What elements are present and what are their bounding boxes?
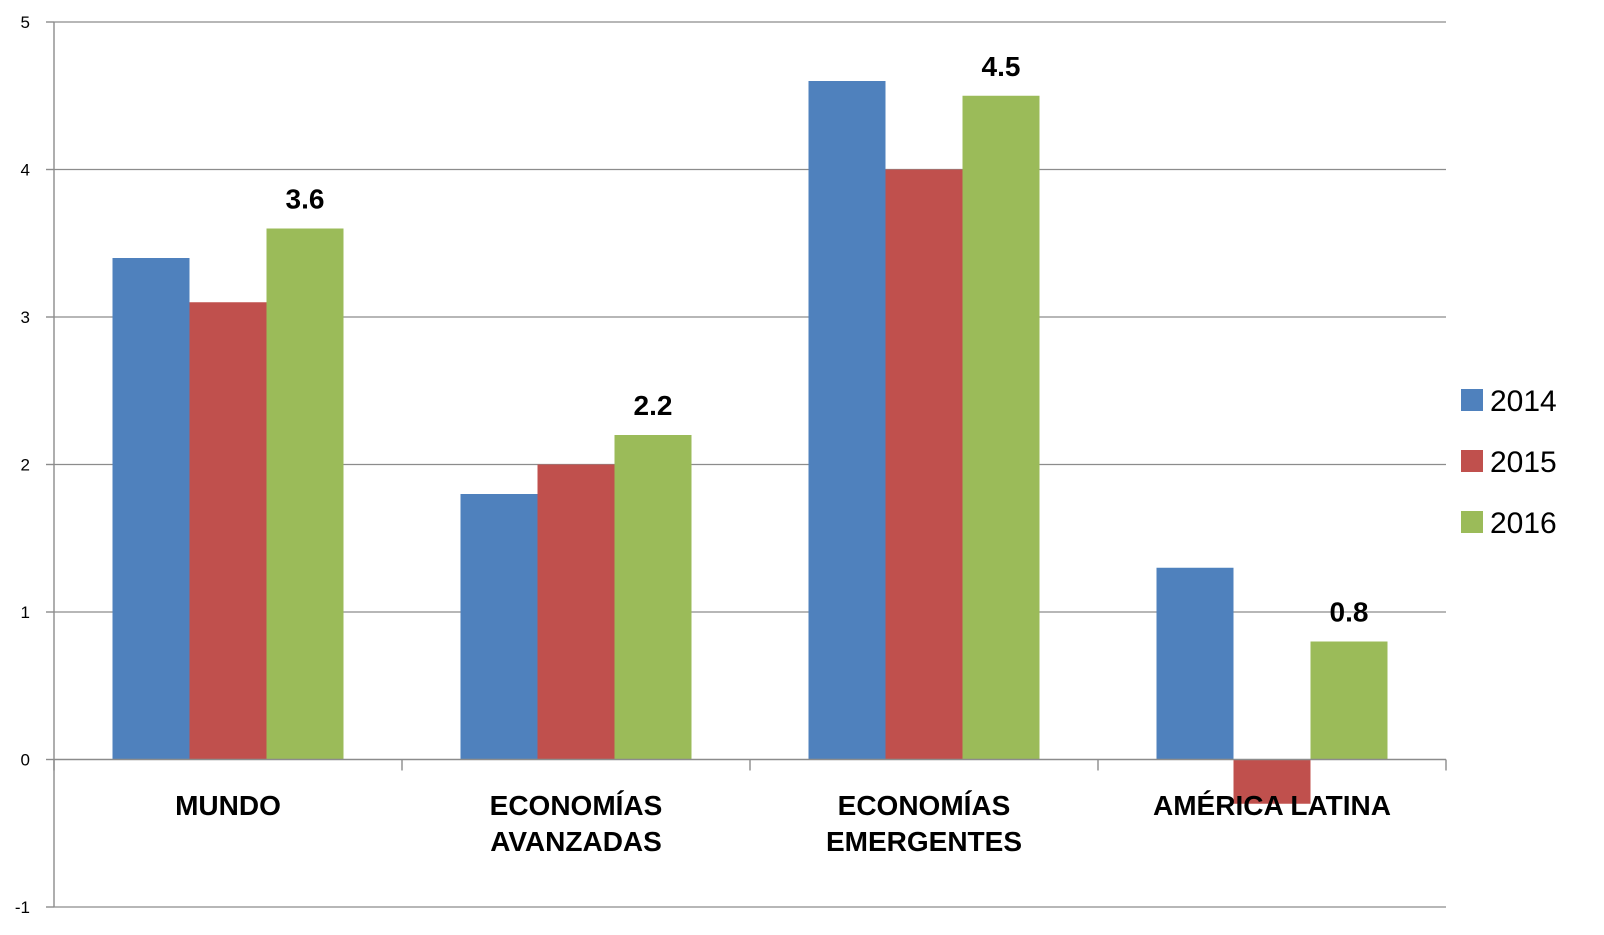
legend-label-2014: 2014	[1490, 385, 1557, 418]
bar-2014-2	[460, 494, 538, 760]
legend-swatch-2014	[1461, 389, 1483, 411]
y-tick-label: 5	[21, 13, 30, 32]
bar-2016-4	[1310, 641, 1388, 760]
data-label: 3.6	[286, 184, 325, 215]
legend-label-2016: 2016	[1490, 507, 1557, 540]
category-label: MUNDO	[175, 790, 281, 821]
category-label: ECONOMÍAS AVANZADAS	[490, 790, 663, 857]
y-tick-label: 2	[21, 456, 30, 475]
bar-2016-2	[614, 435, 692, 760]
y-tick-label: 1	[21, 603, 30, 622]
data-label: 4.5	[982, 51, 1021, 82]
axes	[46, 21, 1447, 908]
data-label: 0.8	[1330, 597, 1369, 628]
category-label: AMÉRICA LATINA	[1153, 790, 1391, 821]
bar-2016-1	[266, 228, 344, 760]
bar-2014-3	[808, 81, 886, 760]
bar-2015-3	[885, 169, 963, 760]
y-tick-label: -1	[15, 898, 30, 917]
labels: 5 4 3 2 1 0 -1 3.6 MUNDO 2.2 ECONOMÍAS AVANZADAS 4.5…	[15, 13, 1391, 917]
data-label: 2.2	[634, 390, 673, 421]
legend-label-2015: 2015	[1490, 446, 1557, 479]
legend: 2014 2015 2016	[1461, 385, 1557, 540]
bar-2014-1	[112, 258, 190, 760]
bar-2016-3	[962, 95, 1040, 760]
y-tick-label: 3	[21, 308, 30, 327]
y-tick-label: 4	[21, 161, 30, 180]
legend-swatch-2016	[1461, 511, 1483, 533]
bar-2015-4	[1233, 759, 1311, 804]
y-tick-label: 0	[21, 751, 30, 770]
legend-swatch-2015	[1461, 450, 1483, 472]
bar-2014-4	[1156, 567, 1234, 760]
bars	[112, 81, 1388, 804]
category-label: ECONOMÍAS EMERGENTES	[826, 790, 1022, 857]
bar-2015-1	[189, 302, 267, 760]
bar-2015-2	[537, 464, 615, 760]
